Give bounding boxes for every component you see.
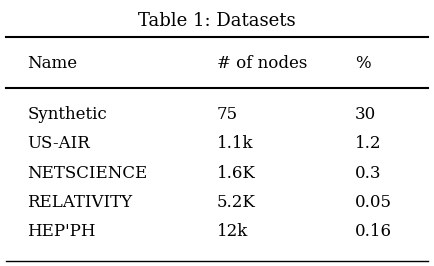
Text: 0.05: 0.05 bbox=[355, 194, 392, 211]
Text: 1.6K: 1.6K bbox=[217, 164, 256, 181]
Text: Name: Name bbox=[27, 55, 77, 72]
Text: 1.1k: 1.1k bbox=[217, 135, 253, 152]
Text: 30: 30 bbox=[355, 106, 376, 123]
Text: 5.2K: 5.2K bbox=[217, 194, 256, 211]
Text: US-AIR: US-AIR bbox=[27, 135, 90, 152]
Text: 75: 75 bbox=[217, 106, 238, 123]
Text: 1.2: 1.2 bbox=[355, 135, 381, 152]
Text: 0.16: 0.16 bbox=[355, 223, 392, 240]
Text: HEP'PH: HEP'PH bbox=[27, 223, 96, 240]
Text: Table 1: Datasets: Table 1: Datasets bbox=[138, 12, 296, 30]
Text: 12k: 12k bbox=[217, 223, 248, 240]
Text: NETSCIENCE: NETSCIENCE bbox=[27, 164, 148, 181]
Text: %: % bbox=[355, 55, 371, 72]
Text: 0.3: 0.3 bbox=[355, 164, 381, 181]
Text: Synthetic: Synthetic bbox=[27, 106, 107, 123]
Text: # of nodes: # of nodes bbox=[217, 55, 307, 72]
Text: RELATIVITY: RELATIVITY bbox=[27, 194, 132, 211]
